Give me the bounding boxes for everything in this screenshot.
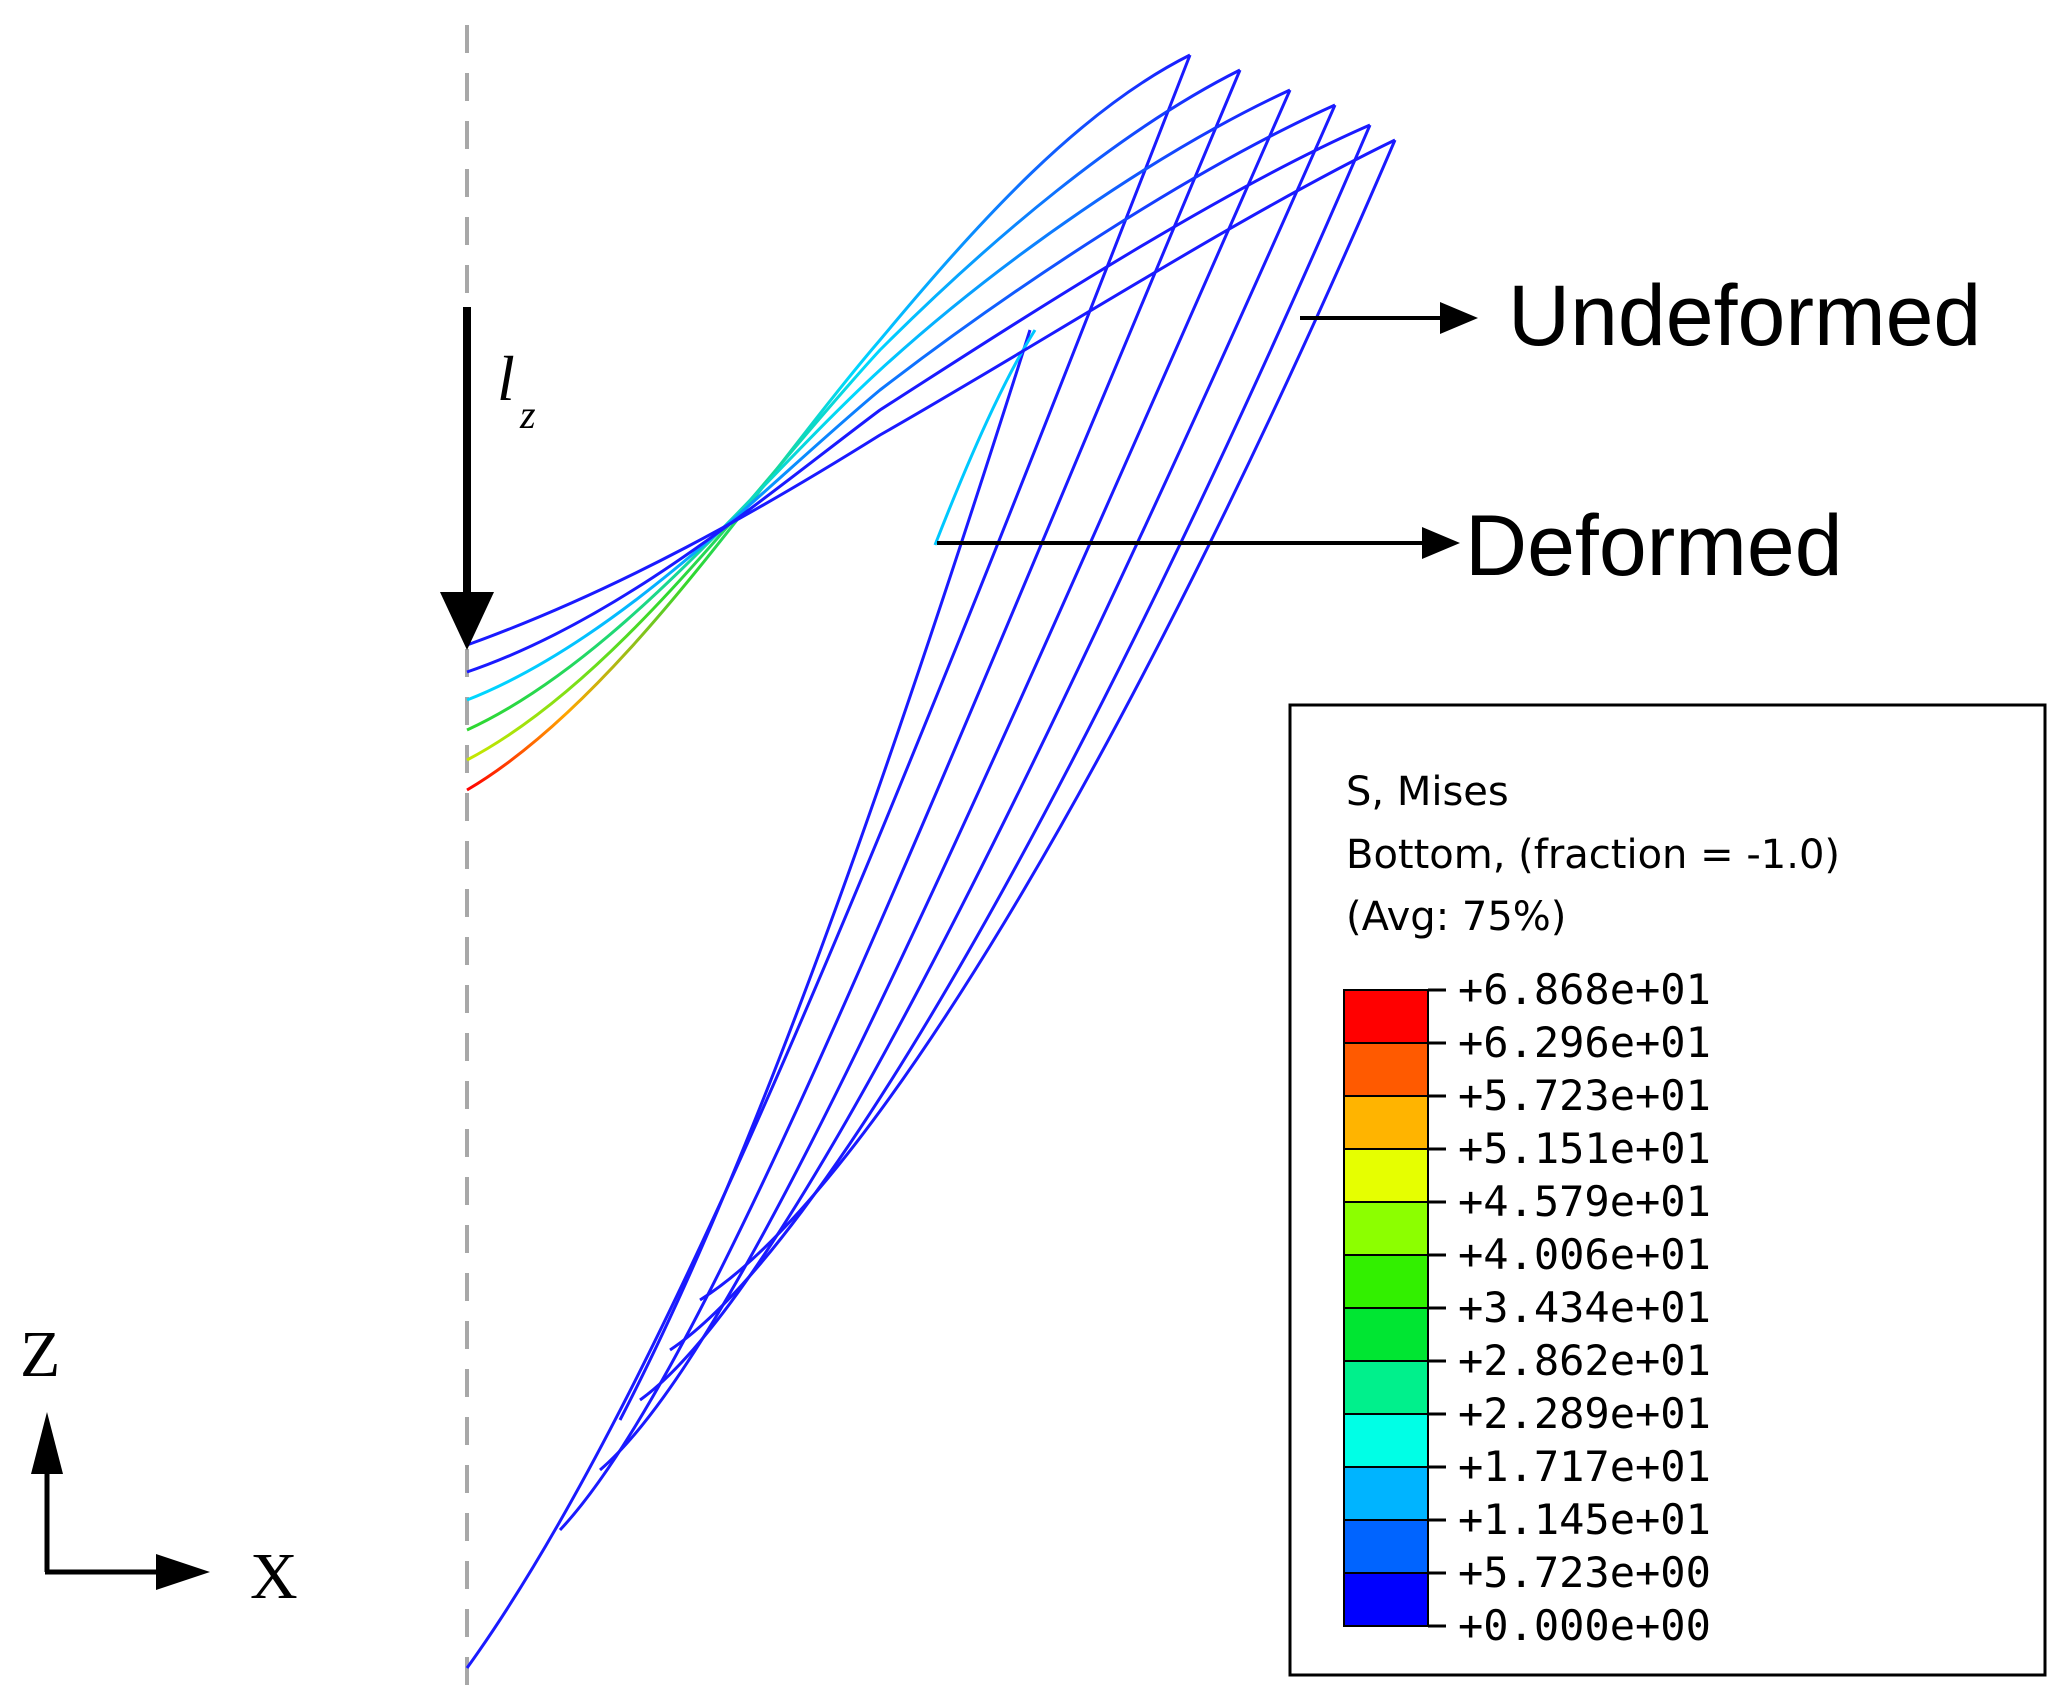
legend-swatch xyxy=(1343,1572,1429,1627)
legend-swatch xyxy=(1343,1254,1429,1309)
stress-legend: S, Mises Bottom, (fraction = -1.0) (Avg:… xyxy=(1288,703,2047,1677)
legend-swatch xyxy=(1343,1148,1429,1203)
load-label-subscript: z xyxy=(519,392,536,437)
legend-swatch xyxy=(1343,1095,1429,1150)
deformed-pointer xyxy=(937,527,1460,559)
legend-value: +2.289e+01 xyxy=(1458,1389,1711,1438)
load-arrow xyxy=(440,307,494,650)
legend-value: +5.723e+00 xyxy=(1458,1548,1711,1597)
generator-line-1 xyxy=(465,54,1192,1669)
legend-title-line3: (Avg: 75%) xyxy=(1346,894,1566,940)
undeformed-label: Undeformed xyxy=(1508,268,1981,364)
legend-swatch xyxy=(1343,1307,1429,1362)
z-axis-label: Z xyxy=(20,1318,60,1391)
shell-profiles xyxy=(466,53,1396,792)
legend-ticks xyxy=(1428,988,1446,1628)
generator-line-deformed xyxy=(618,329,1032,1421)
legend-swatch xyxy=(1343,1413,1429,1468)
generator-line-deformed-upper xyxy=(933,329,1037,546)
legend-swatches xyxy=(1343,989,1429,1627)
undeformed-pointer xyxy=(1300,302,1478,334)
generator-lines xyxy=(465,54,1397,1669)
deformed-label: Deformed xyxy=(1465,498,1843,594)
legend-title-line1: S, Mises xyxy=(1346,769,1509,815)
generator-line-6 xyxy=(699,139,1397,1302)
legend-value: +2.862e+01 xyxy=(1458,1336,1711,1385)
legend-value: +5.151e+01 xyxy=(1458,1124,1711,1173)
legend-swatch xyxy=(1343,1201,1429,1256)
legend-title-line2: Bottom, (fraction = -1.0) xyxy=(1346,832,1840,878)
legend-values: +6.868e+01+6.296e+01+5.723e+01+5.151e+01… xyxy=(1458,965,1711,1650)
shell-profile-green xyxy=(466,88,1291,732)
generator-line-3 xyxy=(599,89,1292,1472)
legend-swatch xyxy=(1343,1042,1429,1097)
legend-value: +4.006e+01 xyxy=(1458,1230,1711,1279)
legend-value: +5.723e+01 xyxy=(1458,1071,1711,1120)
legend-value: +0.000e+00 xyxy=(1458,1601,1711,1650)
legend-swatch xyxy=(1343,1360,1429,1415)
legend-value: +1.717e+01 xyxy=(1458,1442,1711,1491)
x-axis-label: X xyxy=(250,1540,298,1613)
coordinate-triad xyxy=(31,1412,210,1590)
legend-swatch xyxy=(1343,989,1429,1044)
legend-value: +3.434e+01 xyxy=(1458,1283,1711,1332)
shell-profile-yellow xyxy=(466,68,1241,762)
shell-profile-cyan xyxy=(466,103,1336,702)
legend-swatch xyxy=(1343,1519,1429,1574)
legend-value: +6.296e+01 xyxy=(1458,1018,1711,1067)
shell-profile-blue-1 xyxy=(466,123,1371,674)
generator-line-5 xyxy=(669,124,1372,1352)
legend-value: +4.579e+01 xyxy=(1458,1177,1711,1226)
load-label: l xyxy=(497,343,515,414)
shell-profile-blue-2 xyxy=(466,138,1396,647)
shell-profile-red xyxy=(466,53,1191,792)
legend-value: +6.868e+01 xyxy=(1458,965,1711,1014)
generator-line-2 xyxy=(558,69,1242,1532)
generator-line-4 xyxy=(639,104,1337,1402)
legend-value: +1.145e+01 xyxy=(1458,1495,1711,1544)
legend-swatch xyxy=(1343,1466,1429,1521)
